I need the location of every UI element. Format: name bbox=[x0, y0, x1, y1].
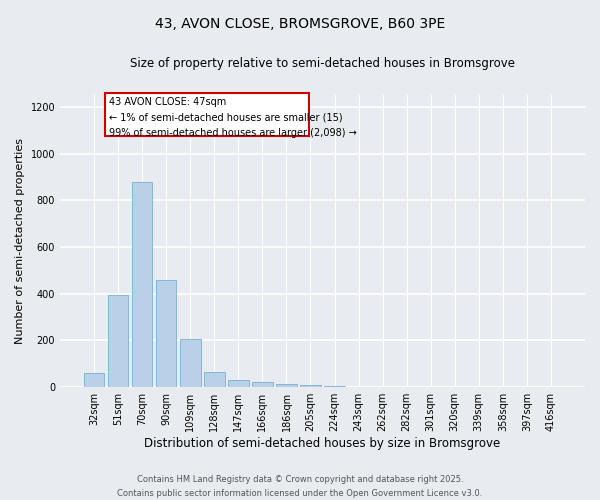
Bar bbox=[276, 384, 296, 387]
Text: 43 AVON CLOSE: 47sqm
← 1% of semi-detached houses are smaller (15)
99% of semi-d: 43 AVON CLOSE: 47sqm ← 1% of semi-detach… bbox=[109, 97, 356, 138]
Text: 43, AVON CLOSE, BROMSGROVE, B60 3PE: 43, AVON CLOSE, BROMSGROVE, B60 3PE bbox=[155, 18, 445, 32]
Bar bbox=[300, 386, 321, 387]
Bar bbox=[204, 372, 224, 387]
FancyBboxPatch shape bbox=[105, 93, 309, 136]
Title: Size of property relative to semi-detached houses in Bromsgrove: Size of property relative to semi-detach… bbox=[130, 58, 515, 70]
Bar bbox=[156, 280, 176, 387]
Bar bbox=[252, 382, 272, 387]
Bar bbox=[132, 182, 152, 387]
Bar bbox=[84, 373, 104, 387]
Bar bbox=[228, 380, 248, 387]
Text: Contains HM Land Registry data © Crown copyright and database right 2025.
Contai: Contains HM Land Registry data © Crown c… bbox=[118, 476, 482, 498]
X-axis label: Distribution of semi-detached houses by size in Bromsgrove: Distribution of semi-detached houses by … bbox=[145, 437, 500, 450]
Y-axis label: Number of semi-detached properties: Number of semi-detached properties bbox=[15, 138, 25, 344]
Bar bbox=[108, 295, 128, 387]
Bar bbox=[180, 340, 200, 387]
Bar bbox=[325, 386, 345, 387]
